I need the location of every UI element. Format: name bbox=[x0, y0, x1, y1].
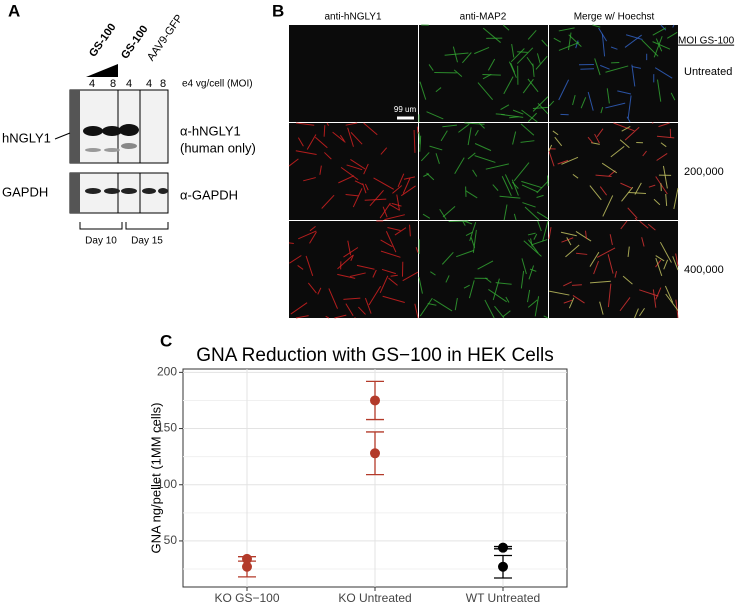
protein-label: hNGLY1 bbox=[2, 130, 51, 145]
row-label: Untreated bbox=[684, 66, 732, 78]
y-tick-label: 150 bbox=[157, 421, 177, 435]
fiber bbox=[547, 176, 548, 187]
micrograph bbox=[419, 123, 548, 220]
plot: 50 100 150 200 KO GS−100 KO Untreated WT Untre… bbox=[157, 365, 567, 603]
column-header: anti-MAP2 bbox=[460, 12, 507, 23]
lane-label: 4 bbox=[146, 78, 152, 90]
micrograph bbox=[549, 25, 678, 122]
column-header: anti-hNGLY1 bbox=[324, 12, 382, 23]
antibody-label: (human only) bbox=[180, 140, 256, 155]
row-label: 200,000 bbox=[684, 166, 724, 178]
y-tick-label: 100 bbox=[157, 477, 177, 491]
moi-label: e4 vg/cell (MOI) bbox=[182, 79, 253, 90]
lane-label: 8 bbox=[160, 78, 166, 90]
column-header: Merge w/ Hoechst bbox=[574, 12, 655, 23]
data-point bbox=[242, 562, 252, 572]
moi-header: MOI GS-100 bbox=[678, 36, 735, 47]
x-tick-label: KO Untreated bbox=[338, 591, 411, 603]
panel-label: A bbox=[8, 1, 20, 20]
panel-label: B bbox=[272, 1, 284, 20]
lane-label: 8 bbox=[110, 78, 116, 90]
scale-label: 99 um bbox=[394, 105, 417, 114]
lane-label: 4 bbox=[89, 78, 95, 90]
fiber bbox=[289, 243, 294, 244]
fiber bbox=[572, 285, 582, 286]
protein-label: GAPDH bbox=[2, 184, 48, 199]
micrograph bbox=[419, 221, 548, 318]
micrograph bbox=[289, 221, 418, 318]
fiber bbox=[417, 127, 418, 134]
day-label: Day 15 bbox=[131, 236, 163, 247]
treatment-label: AAV9-GFP bbox=[145, 13, 186, 64]
fiber bbox=[482, 75, 500, 76]
dose-wedge bbox=[86, 64, 118, 77]
micrograph bbox=[549, 221, 678, 318]
data-point bbox=[498, 543, 508, 553]
fiber bbox=[324, 125, 325, 137]
micrographs: 99 um bbox=[289, 25, 678, 318]
treatment-label: GS-100 bbox=[87, 21, 119, 59]
micrograph bbox=[549, 123, 678, 220]
y-tick-label: 200 bbox=[157, 365, 177, 379]
chart-title: GNA Reduction with GS−100 in HEK Cells bbox=[196, 345, 553, 366]
fiber bbox=[580, 69, 594, 70]
x-tick-label: KO GS−100 bbox=[214, 591, 279, 603]
blot bbox=[70, 90, 168, 213]
lane-label: 4 bbox=[126, 78, 132, 90]
pointer bbox=[55, 133, 70, 139]
panel-label: C bbox=[160, 331, 172, 350]
day-bracket bbox=[80, 222, 168, 229]
antibody-label: α-GAPDH bbox=[180, 187, 238, 202]
fiber bbox=[517, 52, 527, 53]
antibody-label: α-hNGLY1 bbox=[180, 123, 241, 138]
data-point bbox=[370, 448, 380, 458]
data-point bbox=[498, 562, 508, 572]
row-label: 400,000 bbox=[684, 264, 724, 276]
x-tick-label: WT Untreated bbox=[466, 591, 540, 603]
y-tick-label: 50 bbox=[164, 533, 178, 547]
day-label: Day 10 bbox=[85, 236, 117, 247]
data-point bbox=[370, 395, 380, 405]
